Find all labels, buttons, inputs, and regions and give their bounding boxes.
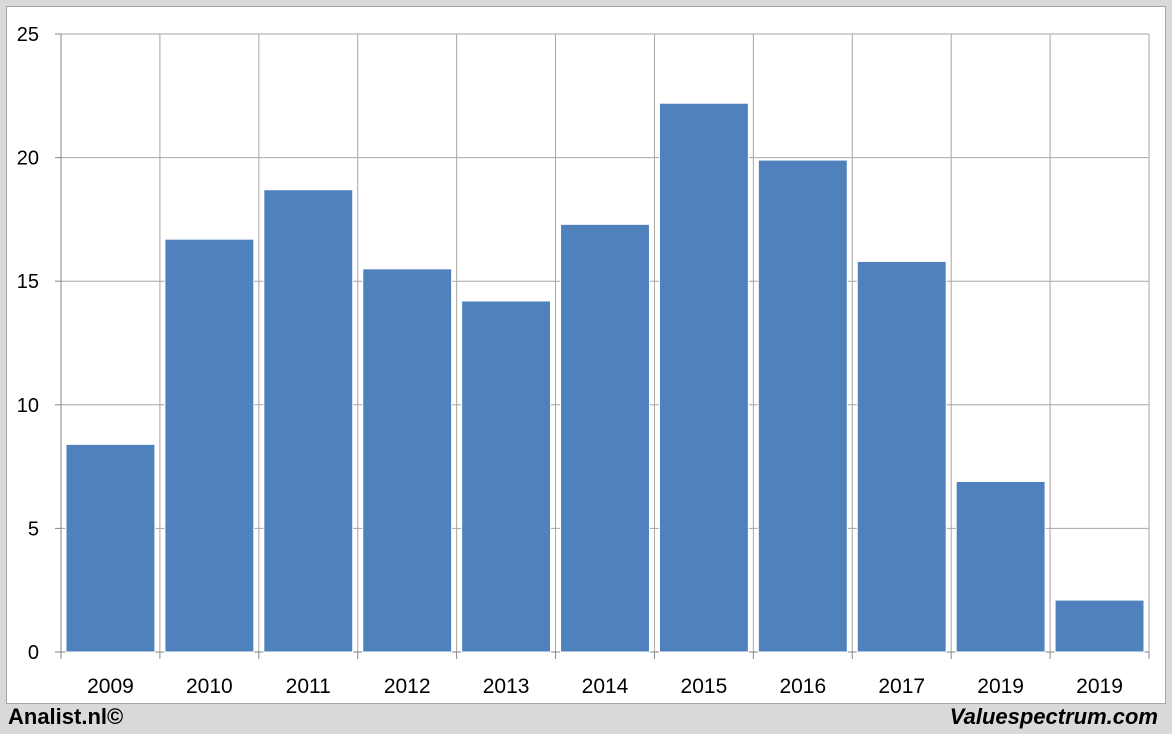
bar-2016 [757, 159, 848, 653]
x-category-label: 2010 [186, 675, 233, 698]
bar-2012 [362, 268, 453, 653]
y-tick-label: 25 [17, 24, 39, 46]
bar-2014 [560, 223, 650, 653]
x-category-label: 2009 [87, 675, 134, 698]
bar-2015 [658, 102, 749, 653]
bar-2017 [856, 260, 947, 653]
bar-2019 [955, 480, 1046, 653]
x-category-label: 2013 [483, 675, 530, 698]
x-category-label: 2019 [977, 675, 1024, 698]
x-category-label: 2012 [384, 675, 431, 698]
footer-source-label: Analist.nl© [8, 704, 124, 729]
bar-2009 [65, 443, 156, 653]
bar-2011 [263, 189, 354, 653]
y-tick-label: 15 [17, 271, 39, 293]
y-tick-label: 5 [28, 518, 39, 540]
footer-site-label: Valuespectrum.com [949, 704, 1158, 729]
y-tick-label: 20 [17, 148, 39, 170]
x-category-label: 2016 [779, 675, 826, 698]
y-tick-label: 10 [17, 395, 39, 417]
bar-2019 [1054, 599, 1145, 653]
x-category-label: 2014 [582, 675, 629, 698]
y-tick-label: 0 [28, 642, 39, 664]
x-category-label: 2011 [286, 675, 331, 698]
x-category-label: 2019 [1076, 675, 1123, 698]
x-category-label: 2015 [681, 675, 728, 698]
bar-2013 [461, 300, 552, 653]
x-category-label: 2017 [878, 675, 925, 698]
bar-2010 [164, 238, 255, 653]
